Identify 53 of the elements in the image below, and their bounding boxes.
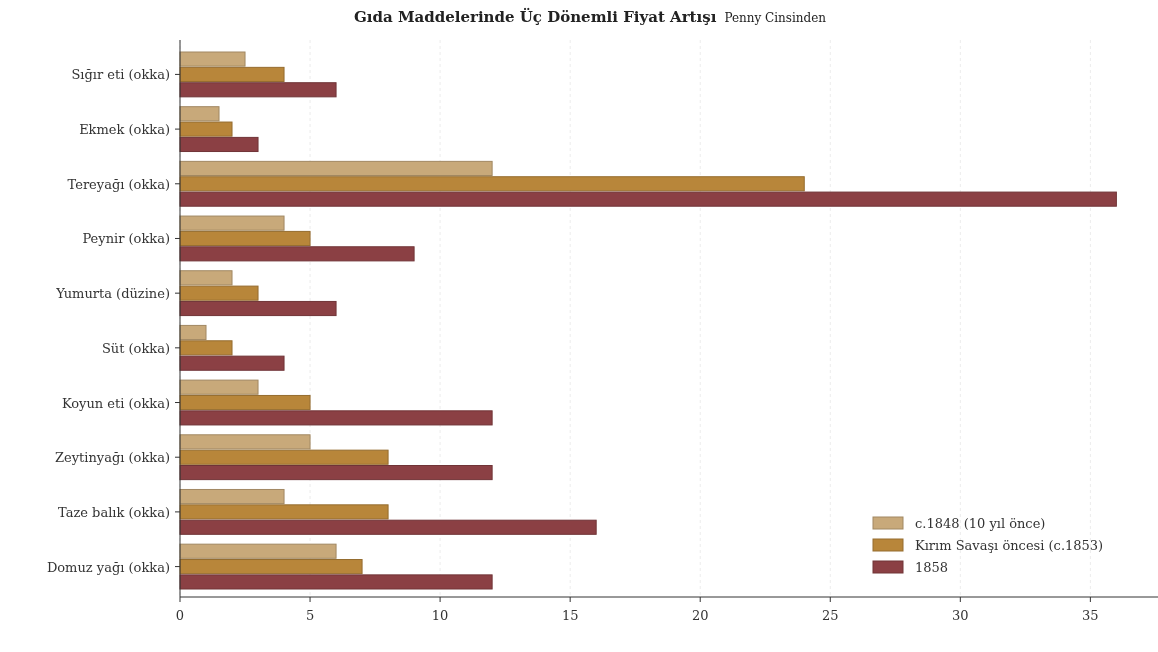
bar xyxy=(179,488,285,505)
legend-label: 1858 xyxy=(915,560,949,575)
bar xyxy=(179,410,493,426)
bar xyxy=(179,121,233,137)
bar xyxy=(179,160,493,176)
bar xyxy=(179,51,246,67)
x-tick-label: 20 xyxy=(691,608,709,623)
y-tick-label: Süt (okka) xyxy=(101,340,170,356)
x-tick-label: 30 xyxy=(952,608,969,623)
bar xyxy=(179,82,337,98)
bar xyxy=(179,136,259,153)
y-tick-label: Ekmek (okka) xyxy=(79,122,170,138)
bar xyxy=(179,340,233,356)
bar xyxy=(179,355,285,371)
y-tick-label: Tereyağı (okka) xyxy=(67,176,170,192)
chart-subtitle: Penny Cinsinden xyxy=(724,11,827,25)
x-tick-label: 10 xyxy=(431,608,449,623)
bar xyxy=(179,176,805,192)
bar xyxy=(179,379,259,395)
bar xyxy=(179,449,389,465)
bar xyxy=(179,543,337,559)
bar xyxy=(179,270,233,286)
y-tick-label: Koyun eti (okka) xyxy=(61,395,170,411)
legend-label: c.1848 (10 yıl önce) xyxy=(915,516,1046,531)
chart-title: Gıda Maddelerinde Üç Dönemli Fiyat Artışı xyxy=(353,8,717,26)
x-tick-label: 25 xyxy=(821,608,839,623)
y-tick-label: Yumurta (düzine) xyxy=(55,286,170,302)
bar xyxy=(179,434,311,450)
bar xyxy=(179,519,597,535)
bar xyxy=(179,215,285,231)
y-tick-label: Peynir (okka) xyxy=(82,231,170,247)
y-tick-label: Sığır eti (okka) xyxy=(71,67,170,83)
y-tick-label: Zeytinyağı (okka) xyxy=(54,450,170,466)
bar xyxy=(179,191,1117,207)
bar xyxy=(179,465,493,481)
bar xyxy=(179,300,337,317)
y-tick-label: Domuz yağı (okka) xyxy=(46,559,170,575)
bar xyxy=(179,324,207,341)
y-tick-label: Taze balık (okka) xyxy=(58,504,170,520)
x-tick-label: 35 xyxy=(1082,608,1099,623)
bar xyxy=(179,394,311,411)
bar xyxy=(179,559,363,575)
x-tick-label: 0 xyxy=(175,608,185,623)
bar xyxy=(179,66,285,82)
x-tick-label: 5 xyxy=(305,608,315,623)
bar xyxy=(179,246,415,262)
legend-label: Kırım Savaşı öncesi (c.1853) xyxy=(915,538,1104,553)
bar xyxy=(179,106,220,122)
bar xyxy=(179,285,259,301)
x-tick-label: 15 xyxy=(561,608,579,623)
bar xyxy=(179,230,311,247)
bar xyxy=(179,504,389,520)
bar xyxy=(179,574,493,590)
